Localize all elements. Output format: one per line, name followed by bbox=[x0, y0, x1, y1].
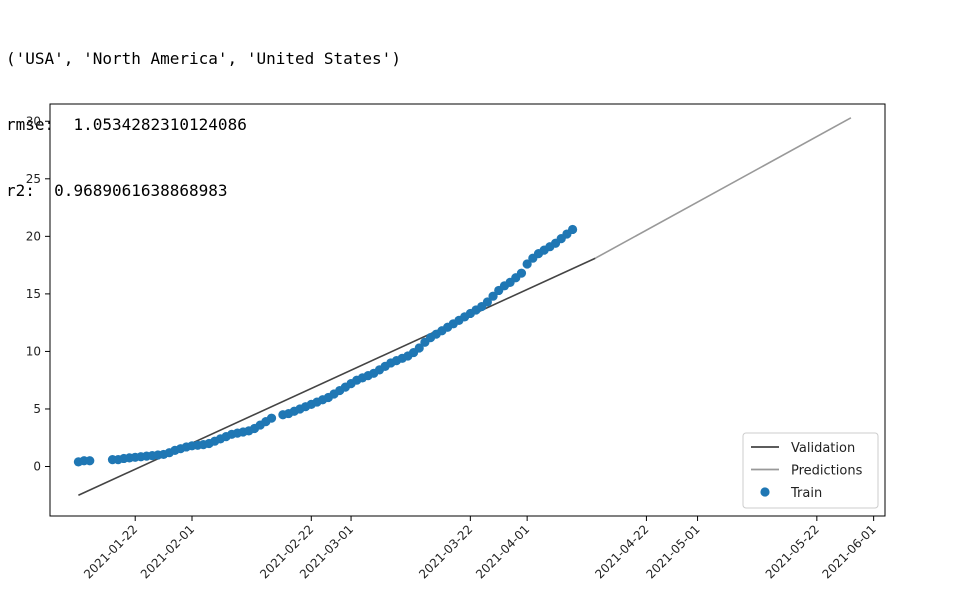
validation-line bbox=[78, 257, 596, 497]
x-tick-label: 2021-03-22 bbox=[416, 522, 475, 581]
legend-label: Validation bbox=[791, 441, 855, 456]
y-tick-label: 20 bbox=[26, 229, 41, 243]
train-point bbox=[516, 268, 527, 278]
x-tick-label: 2021-04-01 bbox=[473, 522, 532, 581]
train-point bbox=[414, 343, 424, 353]
cell-output: ('USA', 'North America', 'United States'… bbox=[6, 4, 401, 224]
y-tick-label: 10 bbox=[26, 344, 41, 358]
y-tick-label: 15 bbox=[26, 287, 41, 301]
x-tick-label: 2021-06-01 bbox=[820, 522, 879, 581]
legend-label: Train bbox=[790, 486, 822, 501]
rmse-value: 1.0534282310124086 bbox=[73, 115, 247, 134]
train-point bbox=[488, 291, 498, 301]
train-point bbox=[522, 259, 532, 269]
train-point bbox=[266, 413, 277, 423]
y-tick-label: 0 bbox=[33, 460, 41, 474]
x-tick-label: 2021-05-01 bbox=[643, 522, 702, 581]
predictions-line bbox=[594, 117, 852, 259]
y-tick-label: 30 bbox=[26, 114, 41, 128]
legend-marker-swatch bbox=[760, 487, 770, 497]
y-tick-label: 25 bbox=[26, 172, 41, 186]
r2-line: r2: 0.9689061638868983 bbox=[6, 180, 401, 202]
x-tick-label: 2021-05-22 bbox=[763, 522, 822, 581]
r2-label: r2: bbox=[6, 181, 35, 200]
x-tick-label: 2021-02-01 bbox=[138, 522, 197, 581]
axes-frame bbox=[49, 103, 886, 517]
train-point bbox=[482, 297, 492, 307]
y-tick-label: 5 bbox=[33, 402, 41, 416]
rmse-label: rmse: bbox=[6, 115, 55, 134]
x-tick-label: 2021-01-22 bbox=[81, 522, 140, 581]
legend-box bbox=[742, 432, 879, 509]
legend-label: Predictions bbox=[791, 464, 863, 479]
train-point bbox=[567, 224, 578, 235]
x-tick-label: 2021-04-22 bbox=[592, 522, 651, 581]
train-point bbox=[85, 456, 95, 466]
r2-value: 0.9689061638868983 bbox=[54, 181, 228, 200]
rmse-line: rmse: 1.0534282310124086 bbox=[6, 114, 401, 136]
tuple-line: ('USA', 'North America', 'United States'… bbox=[6, 49, 401, 68]
